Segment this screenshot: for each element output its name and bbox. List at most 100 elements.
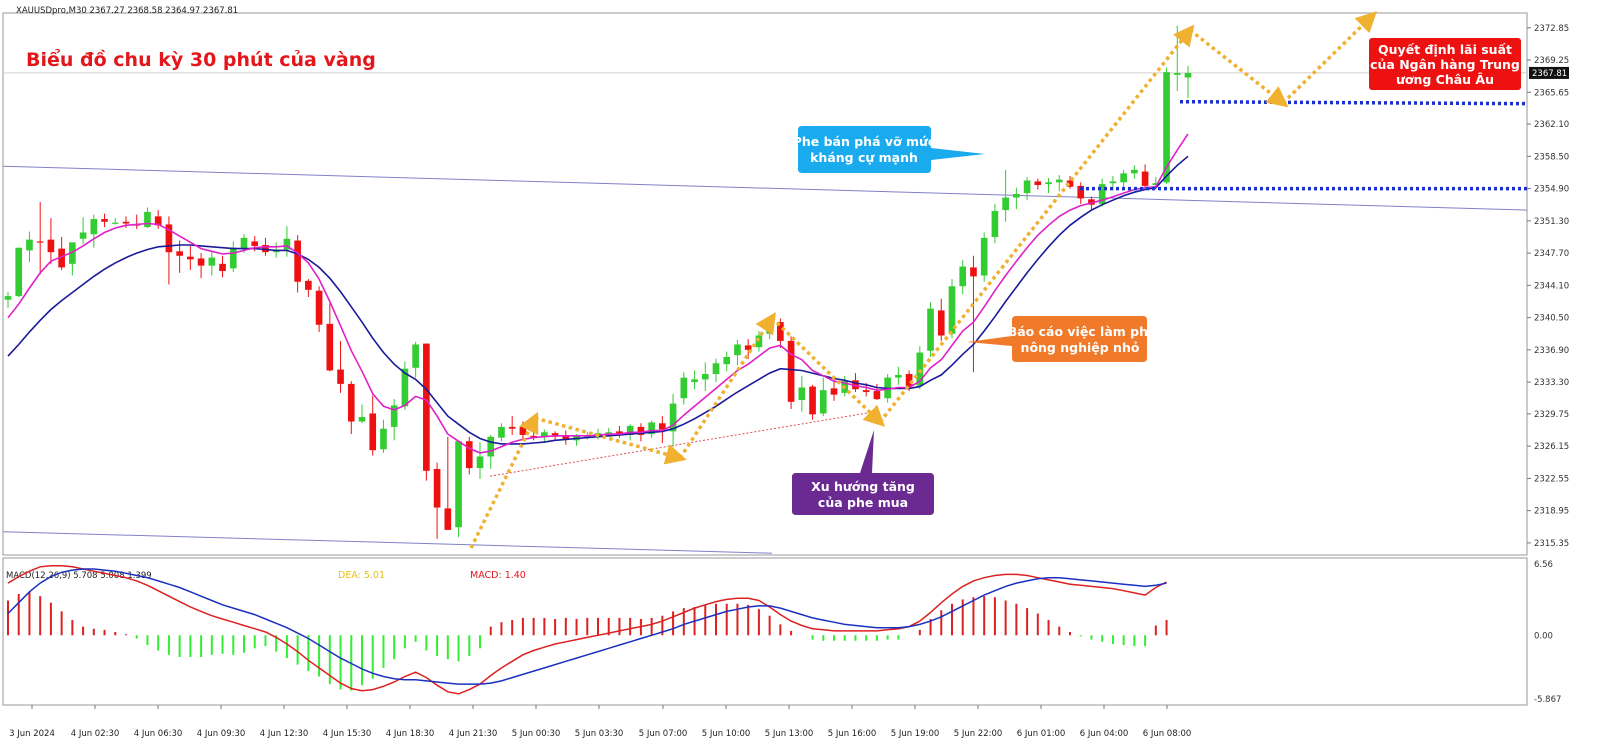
candle-body bbox=[701, 374, 709, 380]
candle-body bbox=[1002, 197, 1009, 211]
candle-body bbox=[176, 251, 183, 256]
candle-body bbox=[659, 423, 666, 430]
x-tick-label: 5 Jun 19:00 bbox=[891, 729, 940, 739]
candle-body bbox=[197, 258, 205, 266]
candle-body bbox=[1055, 179, 1063, 183]
candle-body bbox=[144, 211, 151, 228]
symbol-header: XAUUSDpro,M30 2367.27 2368.58 2364.97 23… bbox=[16, 6, 238, 16]
candle-body bbox=[1066, 180, 1074, 187]
chart-title: Biểu đồ chu kỳ 30 phút của vàng bbox=[26, 48, 376, 71]
candle-body bbox=[1109, 181, 1117, 184]
x-tick-label: 6 Jun 04:00 bbox=[1080, 729, 1129, 739]
candle-body bbox=[455, 441, 462, 528]
candle-body bbox=[541, 432, 548, 437]
pattern-arrow bbox=[1188, 28, 1289, 108]
y-tick-label: 2326.15 bbox=[1534, 442, 1569, 452]
candle-body bbox=[433, 468, 441, 508]
candle-body bbox=[69, 242, 76, 264]
x-tick-label: 6 Jun 08:00 bbox=[1143, 729, 1192, 739]
x-tick-label: 5 Jun 22:00 bbox=[954, 729, 1003, 739]
candle-body bbox=[219, 263, 226, 272]
candle-body bbox=[1023, 180, 1031, 194]
candle-body bbox=[305, 280, 312, 290]
candle-body bbox=[4, 296, 12, 300]
candle-body bbox=[680, 377, 688, 399]
annotation-line: ương Châu Âu bbox=[1396, 72, 1494, 87]
y-tick-label: 2351.30 bbox=[1534, 217, 1569, 227]
candle-body bbox=[476, 456, 484, 469]
pattern-arrow bbox=[878, 24, 1195, 424]
y-tick-label: 2372.85 bbox=[1534, 24, 1569, 34]
y-tick-label: 2333.30 bbox=[1534, 378, 1569, 388]
resistance-level-line bbox=[1179, 99, 1528, 106]
x-tick-label: 4 Jun 12:30 bbox=[260, 729, 309, 739]
candle-body bbox=[315, 290, 323, 325]
candle-body bbox=[240, 237, 248, 250]
annotation-line: Báo cáo việc làm phi bbox=[1008, 324, 1153, 339]
candle-body bbox=[154, 216, 162, 226]
y-tick-label: 2315.35 bbox=[1534, 539, 1569, 549]
candle-body bbox=[358, 417, 366, 422]
upper-channel-line bbox=[2, 165, 1528, 211]
macd-plot-frame bbox=[2, 557, 1528, 706]
candle-body bbox=[873, 391, 881, 400]
y-tick-label: 2369.25 bbox=[1534, 56, 1569, 66]
callout-purple-text: Xu hướng tăng của phe mua bbox=[811, 479, 915, 510]
candle-body bbox=[401, 368, 409, 407]
x-tick-label: 4 Jun 09:30 bbox=[197, 729, 246, 739]
candle-body bbox=[47, 239, 55, 253]
candle-body bbox=[111, 222, 119, 224]
candle-body bbox=[58, 248, 65, 268]
candle-body bbox=[605, 432, 613, 434]
candle-body bbox=[959, 266, 967, 287]
x-tick-label: 4 Jun 18:30 bbox=[386, 729, 435, 739]
x-tick-label: 4 Jun 21:30 bbox=[449, 729, 498, 739]
candle-body bbox=[444, 508, 452, 530]
lower-channel-line bbox=[2, 531, 773, 554]
candle-body bbox=[1152, 183, 1160, 186]
macd-value-label: MACD: 1.40 bbox=[470, 570, 526, 581]
x-tick-label: 5 Jun 07:00 bbox=[639, 729, 688, 739]
candle-body bbox=[79, 232, 87, 239]
candle-body bbox=[101, 219, 108, 222]
candle-body bbox=[970, 267, 977, 277]
annotation-line: nông nghiệp nhỏ bbox=[1021, 340, 1140, 355]
candle-body bbox=[937, 310, 945, 336]
candle-body bbox=[948, 286, 956, 334]
candle-body bbox=[1173, 73, 1181, 75]
x-tick-label: 5 Jun 16:00 bbox=[828, 729, 877, 739]
candle-body bbox=[734, 344, 741, 356]
y-tick-label: 2340.50 bbox=[1534, 314, 1569, 324]
callout-red-text: Quyết định lãi suất của Ngân hàng Trung ươ… bbox=[1370, 42, 1520, 87]
candle-body bbox=[991, 210, 999, 237]
candle-body bbox=[390, 405, 398, 427]
macd-y-tick-label: 6.56 bbox=[1534, 560, 1553, 570]
x-tick-label: 4 Jun 02:30 bbox=[71, 729, 120, 739]
annotation-line: của Ngân hàng Trung bbox=[1370, 57, 1520, 72]
candle-body bbox=[777, 322, 784, 341]
candle-body bbox=[380, 428, 387, 450]
candle-body bbox=[326, 323, 334, 371]
x-tick-label: 3 Jun 2024 bbox=[9, 729, 55, 739]
candle-body bbox=[487, 436, 495, 457]
candle-body bbox=[1141, 171, 1149, 186]
candle-body bbox=[187, 256, 194, 260]
y-tick-label: 2362.10 bbox=[1534, 120, 1569, 130]
candle-body bbox=[787, 340, 795, 402]
candle-body bbox=[1098, 184, 1106, 204]
candle-body bbox=[519, 426, 527, 435]
candle-body bbox=[369, 413, 377, 451]
candle-body bbox=[616, 431, 623, 435]
candle-body bbox=[262, 245, 269, 253]
candle-body bbox=[755, 335, 763, 348]
candle-body bbox=[347, 383, 355, 422]
candle-body bbox=[1077, 185, 1085, 199]
candle-body bbox=[830, 388, 838, 395]
annotation-line: Xu hướng tăng bbox=[811, 479, 915, 494]
macd-signal-line bbox=[7, 568, 1167, 685]
callout-orange-text: Báo cáo việc làm phi nông nghiệp nhỏ bbox=[1008, 324, 1153, 355]
candle-body bbox=[15, 247, 23, 297]
candle-body bbox=[229, 247, 237, 269]
y-tick-label: 2322.55 bbox=[1534, 474, 1569, 484]
